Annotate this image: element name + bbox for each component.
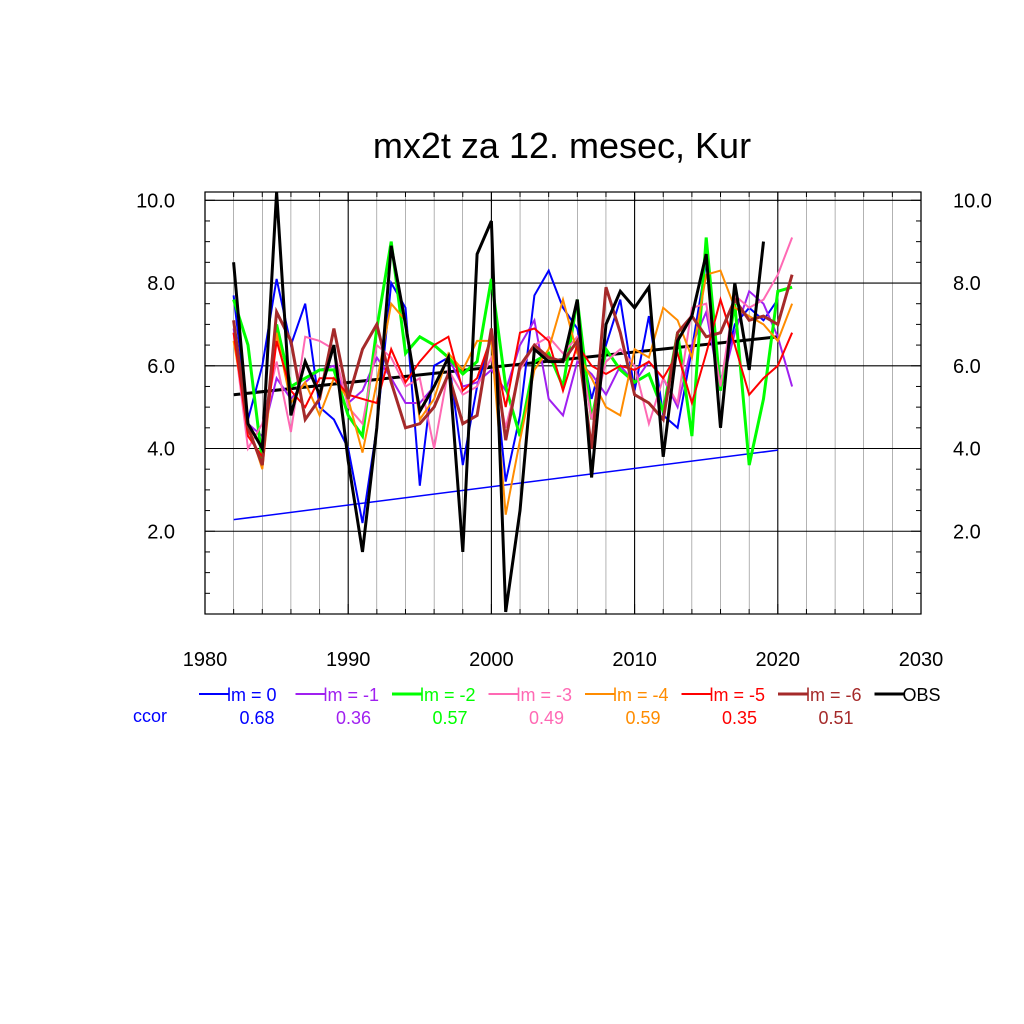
trend-line xyxy=(233,449,778,521)
legend-label: lm = -3 xyxy=(517,685,573,705)
ccor-label: ccor xyxy=(133,706,167,726)
axis-ticks: 1980 1990 2000 2010 2020 2030 2.0 2.0 4.0 4.0 6.0 6… xyxy=(136,190,992,671)
legend-label: OBS xyxy=(903,685,941,705)
y-tick-label-right: 4.0 xyxy=(953,439,981,461)
y-tick-label-right: 10.0 xyxy=(953,190,992,212)
legend-label: lm = -1 xyxy=(324,685,380,705)
y-tick-label-left: 10.0 xyxy=(136,190,175,212)
series-line xyxy=(232,269,794,515)
legend-label: lm = -6 xyxy=(806,685,862,705)
legend-label: lm = -2 xyxy=(420,685,476,705)
ccor-value: 0.59 xyxy=(625,708,660,728)
legend-label: lm = 0 xyxy=(227,685,277,705)
legend-label: lm = -4 xyxy=(613,685,669,705)
y-tick-label-right: 8.0 xyxy=(953,273,981,295)
series-line xyxy=(232,262,779,524)
x-tick-label: 2010 xyxy=(612,649,657,671)
legend-label: lm = -5 xyxy=(710,685,766,705)
x-tick-label: 1990 xyxy=(326,649,371,671)
grid xyxy=(204,192,922,614)
x-tick-label: 2000 xyxy=(469,649,514,671)
ccor-value: 0.68 xyxy=(239,708,274,728)
y-tick-label-right: 2.0 xyxy=(953,521,981,543)
plot-frame xyxy=(204,191,922,615)
ccor-value: 0.51 xyxy=(818,708,853,728)
chart-title: mx2t za 12. mesec, Kur xyxy=(373,125,751,166)
series-line xyxy=(232,191,765,613)
ccor-value: 0.35 xyxy=(722,708,757,728)
y-tick-label-left: 6.0 xyxy=(147,356,175,378)
series-line xyxy=(232,296,794,460)
y-tick-label-left: 4.0 xyxy=(147,439,175,461)
legend: ccor lm = 0 0.68 lm = -1 0.36 lm = -2 0.57 lm =… xyxy=(133,685,941,728)
ccor-value: 0.57 xyxy=(432,708,467,728)
series-line xyxy=(232,274,794,466)
y-tick-label-left: 2.0 xyxy=(147,521,175,543)
ccor-value: 0.36 xyxy=(336,708,371,728)
x-tick-label: 2030 xyxy=(899,649,944,671)
series-lines xyxy=(232,191,794,613)
x-tick-label: 1980 xyxy=(183,649,228,671)
ccor-value: 0.49 xyxy=(529,708,564,728)
y-tick-label-right: 6.0 xyxy=(953,356,981,378)
x-tick-label: 2020 xyxy=(756,649,801,671)
y-tick-label-left: 8.0 xyxy=(147,273,175,295)
